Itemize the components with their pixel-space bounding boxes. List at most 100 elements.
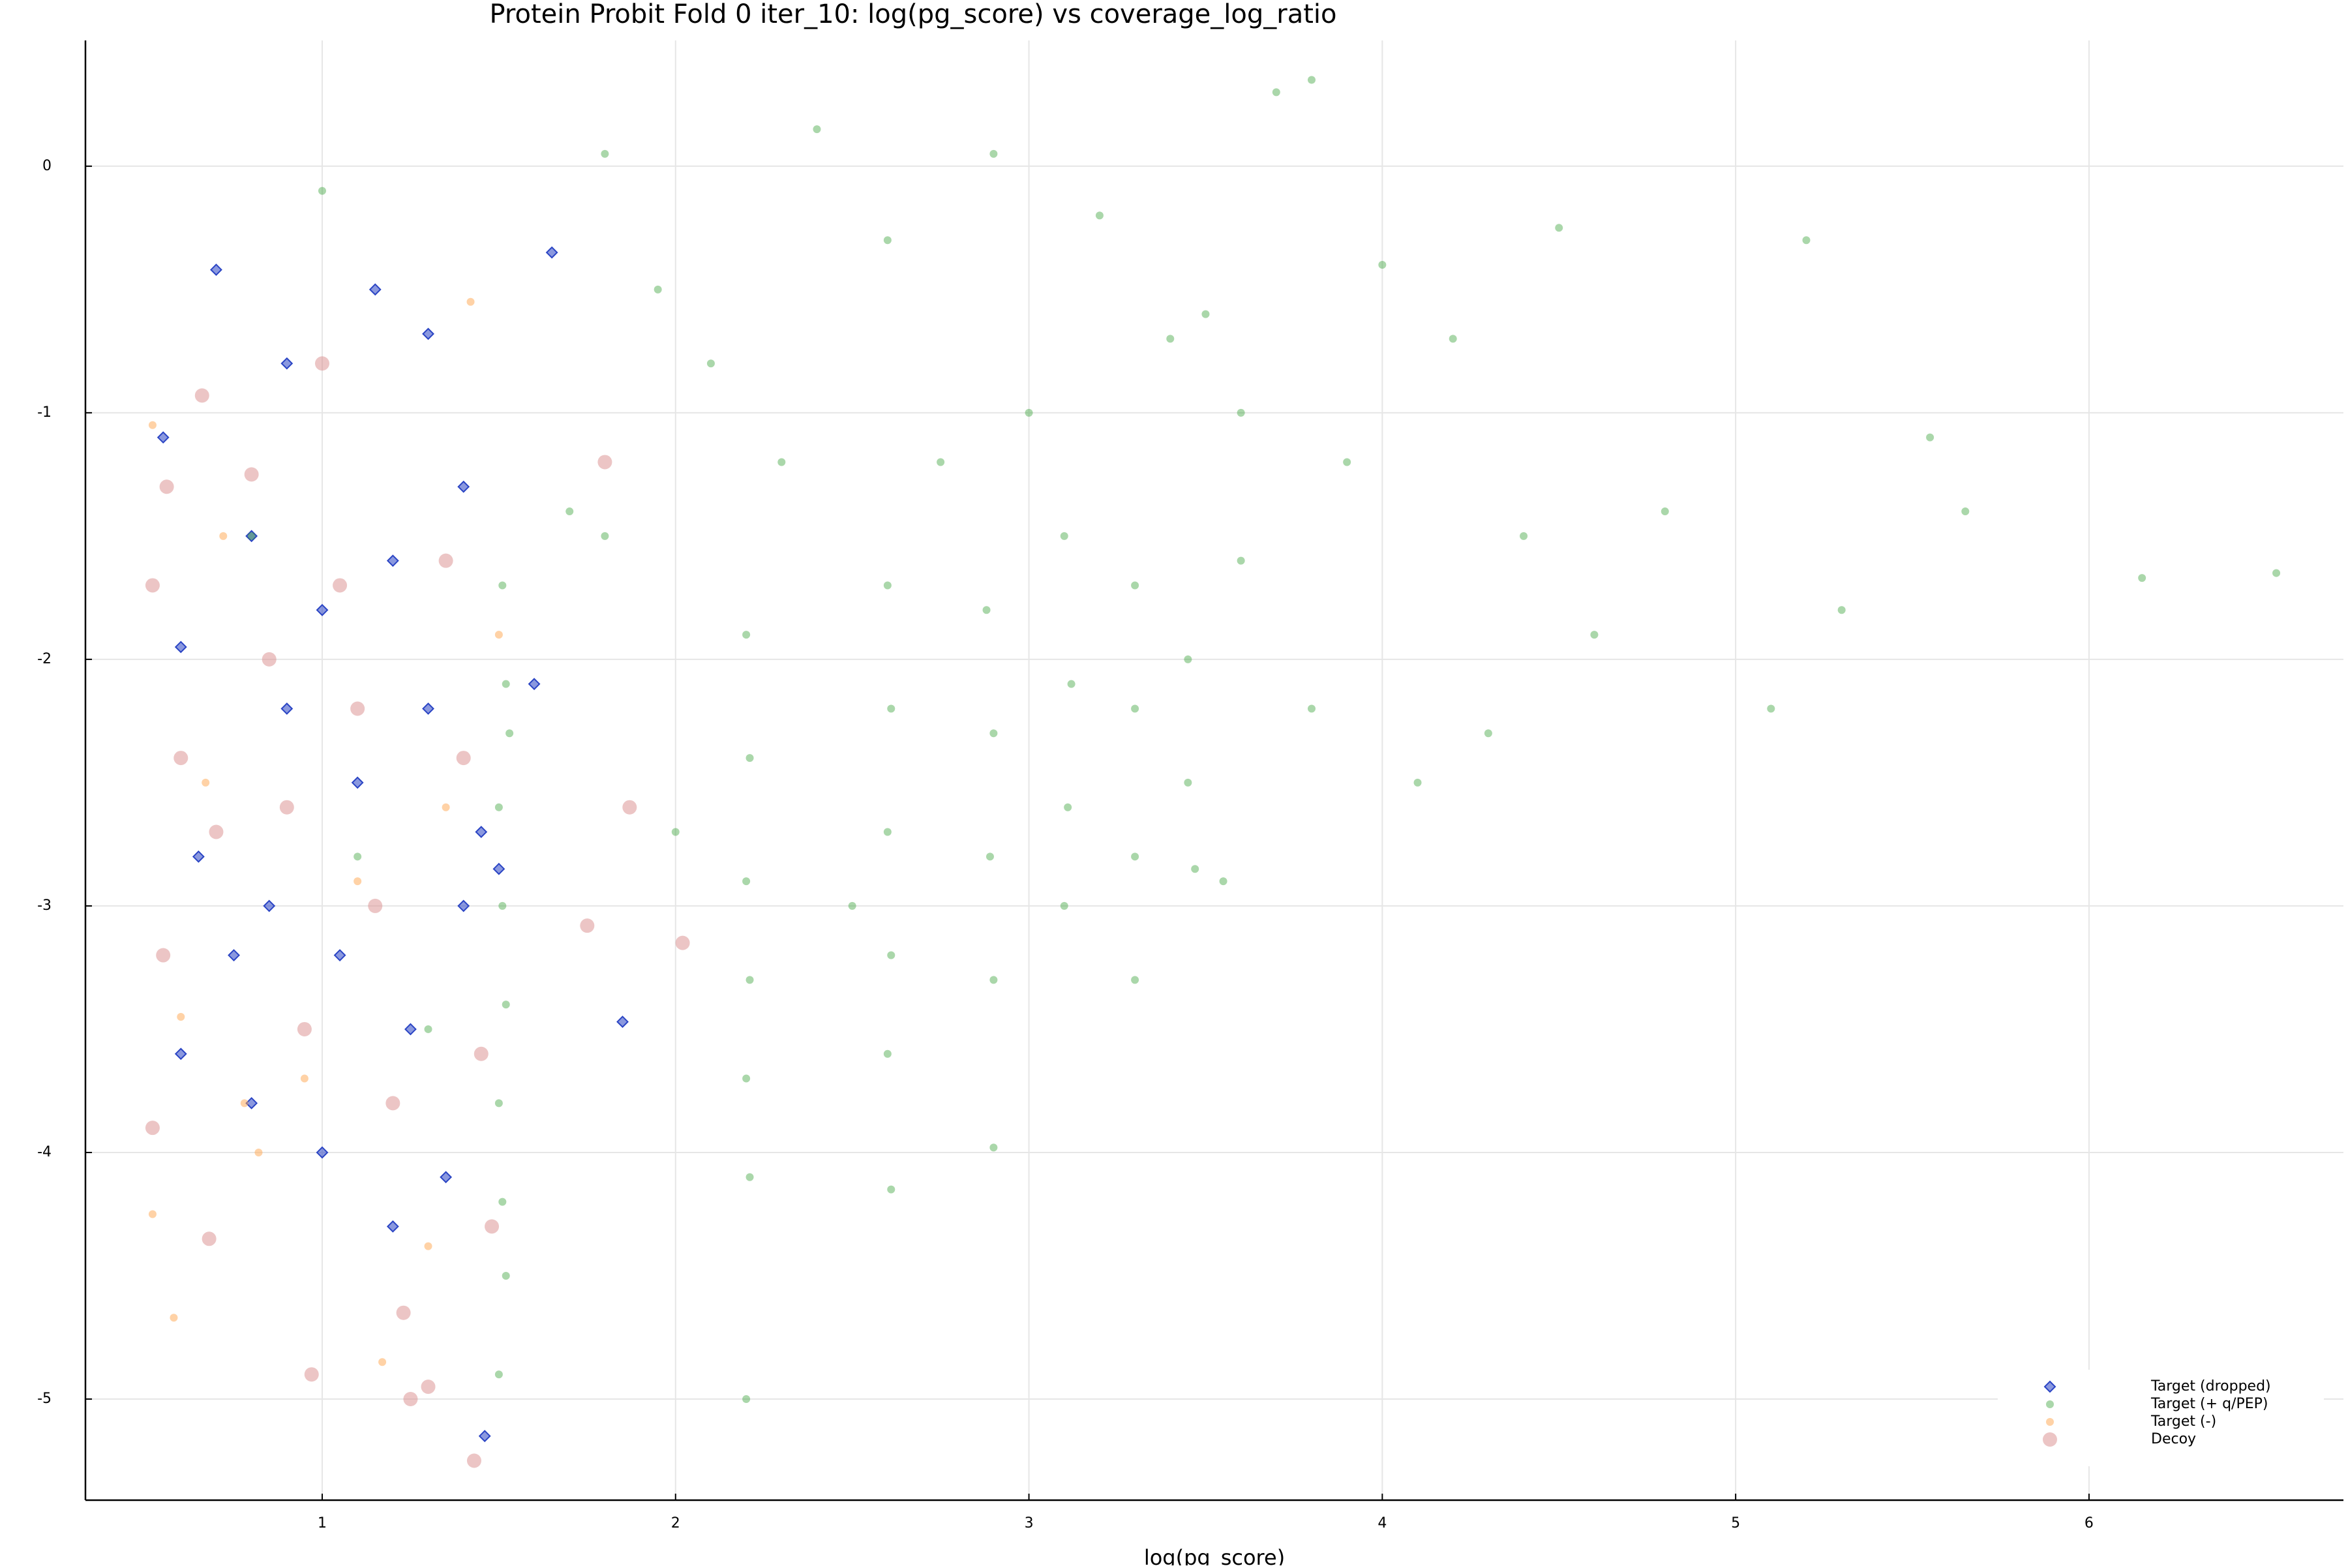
point bbox=[1191, 865, 1199, 873]
point bbox=[279, 800, 294, 815]
point bbox=[1661, 507, 1669, 516]
point bbox=[1131, 581, 1139, 590]
point bbox=[368, 898, 383, 913]
point bbox=[245, 1096, 258, 1109]
point bbox=[385, 1096, 400, 1111]
point bbox=[1343, 458, 1351, 466]
point bbox=[2138, 574, 2146, 582]
point bbox=[174, 641, 187, 654]
point bbox=[580, 918, 595, 933]
point bbox=[622, 800, 637, 815]
point bbox=[297, 1021, 312, 1036]
point bbox=[502, 1001, 510, 1009]
point bbox=[502, 1271, 510, 1280]
point bbox=[316, 603, 329, 616]
point bbox=[300, 1074, 309, 1083]
point bbox=[1767, 704, 1775, 713]
point bbox=[404, 1023, 417, 1036]
point bbox=[1307, 704, 1316, 713]
x-tick-label: 5 bbox=[1731, 1515, 1740, 1531]
point bbox=[883, 581, 892, 590]
point bbox=[280, 357, 294, 370]
point bbox=[745, 1173, 754, 1181]
point bbox=[813, 125, 821, 134]
point bbox=[494, 1370, 503, 1379]
point bbox=[240, 1099, 248, 1108]
point bbox=[745, 976, 754, 984]
point bbox=[498, 901, 507, 910]
point bbox=[1837, 606, 1846, 614]
point bbox=[1237, 556, 1245, 565]
point bbox=[421, 1380, 436, 1395]
point bbox=[1272, 88, 1280, 97]
point bbox=[597, 455, 612, 470]
legend-marker bbox=[2046, 1400, 2054, 1408]
point bbox=[982, 606, 991, 614]
point bbox=[1131, 852, 1139, 861]
point bbox=[424, 1025, 432, 1033]
point bbox=[354, 877, 362, 886]
point bbox=[989, 976, 998, 984]
point bbox=[883, 828, 892, 836]
point bbox=[498, 581, 507, 590]
point bbox=[244, 467, 259, 482]
point bbox=[1131, 704, 1139, 713]
point bbox=[1166, 335, 1175, 343]
point bbox=[386, 1220, 399, 1233]
point bbox=[156, 948, 171, 963]
x-tick-label: 4 bbox=[1377, 1515, 1387, 1531]
point bbox=[263, 899, 276, 912]
point bbox=[457, 899, 470, 912]
point bbox=[937, 458, 945, 466]
point bbox=[565, 507, 574, 516]
point bbox=[478, 1430, 491, 1443]
legend-marker bbox=[2043, 1380, 2056, 1393]
legend-label: Target (-) bbox=[2150, 1413, 2216, 1430]
point bbox=[440, 1171, 453, 1184]
point bbox=[422, 702, 434, 715]
point bbox=[254, 1148, 263, 1156]
point bbox=[245, 530, 258, 543]
point bbox=[333, 578, 348, 593]
point bbox=[173, 751, 188, 766]
point bbox=[887, 1185, 896, 1194]
point bbox=[1219, 877, 1227, 886]
point bbox=[671, 828, 680, 836]
point bbox=[177, 1013, 185, 1021]
point bbox=[369, 283, 382, 296]
point bbox=[422, 327, 434, 340]
point bbox=[887, 704, 896, 713]
point bbox=[466, 1453, 481, 1468]
point bbox=[485, 1219, 500, 1234]
point bbox=[1184, 655, 1192, 663]
point bbox=[192, 850, 205, 863]
point bbox=[848, 901, 856, 910]
point bbox=[494, 803, 503, 811]
point bbox=[1184, 778, 1192, 787]
point bbox=[354, 852, 362, 861]
point bbox=[1237, 408, 1245, 417]
point bbox=[1449, 335, 1457, 343]
point bbox=[986, 852, 994, 861]
point bbox=[333, 949, 346, 961]
point bbox=[378, 1358, 387, 1366]
point bbox=[1413, 778, 1422, 787]
point bbox=[157, 431, 170, 444]
point bbox=[280, 702, 294, 715]
point bbox=[601, 532, 609, 540]
point bbox=[494, 1099, 503, 1108]
chart-title: Protein Probit Fold 0 iter_10: log(pg_sc… bbox=[490, 0, 1337, 29]
point bbox=[202, 778, 210, 787]
legend-label: Target (dropped) bbox=[2150, 1378, 2271, 1395]
point bbox=[1025, 408, 1033, 417]
point bbox=[528, 678, 541, 691]
point bbox=[1307, 76, 1316, 84]
point bbox=[1131, 976, 1139, 984]
point bbox=[351, 776, 364, 789]
point bbox=[262, 652, 277, 667]
legend-label: Decoy bbox=[2151, 1431, 2196, 1447]
x-tick-label: 6 bbox=[2085, 1515, 2094, 1531]
point bbox=[350, 701, 365, 716]
point bbox=[159, 479, 174, 494]
point bbox=[1961, 507, 1970, 516]
